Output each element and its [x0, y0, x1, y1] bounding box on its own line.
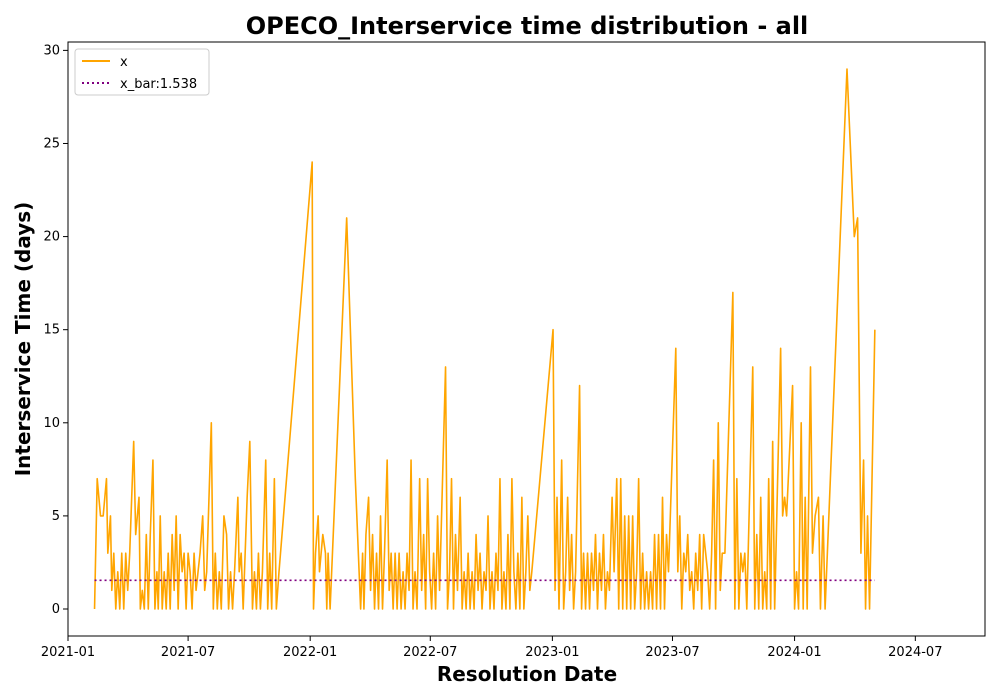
x-tick-label: 2023-01 [525, 645, 579, 660]
x-tick-label: 2024-01 [767, 645, 821, 660]
chart-title: OPECO_Interservice time distribution - a… [246, 12, 809, 40]
legend-label-x-bar: x_bar:1.538 [120, 77, 197, 92]
series-layer [93, 68, 876, 610]
legend-label-x: x [120, 55, 128, 70]
y-axis-label: Interservice Time (days) [11, 202, 35, 477]
x-tick-label: 2024-07 [888, 645, 942, 660]
series-line-x [93, 68, 876, 610]
x-axis-ticks: 2021-01 2021-07 2022-01 2022-07 2023-01 2023-… [41, 636, 942, 660]
y-tick-label: 10 [43, 416, 60, 431]
y-tick-label: 15 [43, 323, 60, 338]
plot-frame [67, 41, 986, 637]
y-tick-label: 20 [43, 230, 60, 245]
x-tick-label: 2023-07 [645, 645, 699, 660]
x-tick-label: 2022-01 [283, 645, 337, 660]
y-tick-label: 5 [52, 509, 60, 524]
x-axis-label: Resolution Date [437, 662, 617, 686]
legend: x x_bar:1.538 [74, 48, 210, 96]
y-tick-label: 30 [43, 43, 60, 58]
plot-area: 0 5 10 15 20 25 30 2021-01 2021-07 2022-01 2022-0… [41, 41, 986, 660]
x-tick-label: 2022-07 [403, 645, 457, 660]
x-tick-label: 2021-01 [41, 645, 95, 660]
y-tick-label: 0 [52, 602, 60, 617]
x-tick-label: 2021-07 [161, 645, 215, 660]
y-tick-label: 25 [43, 136, 60, 151]
y-axis-ticks: 0 5 10 15 20 25 30 [43, 43, 68, 617]
